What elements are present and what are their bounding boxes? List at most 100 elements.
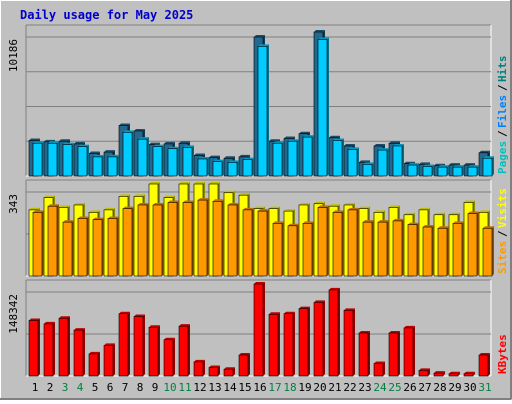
sites-bar-top: [318, 205, 329, 208]
x-tick-label: 13: [208, 381, 221, 394]
kbytes-bar: [463, 373, 474, 377]
kbytes-bar-top: [299, 306, 310, 309]
sites-bar: [62, 221, 73, 277]
sites-bar-side: [147, 202, 149, 276]
files-bar-top: [393, 143, 404, 146]
files-bar-top: [33, 141, 44, 144]
hits-bar-top: [299, 131, 310, 134]
visits-bar-top: [344, 202, 355, 205]
hits-bar-top: [29, 138, 40, 141]
sites-bar-side: [357, 207, 359, 276]
sites-bar: [227, 204, 238, 277]
files-bar-top: [423, 164, 434, 167]
legend-separator: /: [496, 84, 509, 91]
visits-bar-top: [89, 210, 100, 213]
kbytes-bar-top: [419, 368, 430, 371]
files-bar-top: [183, 145, 194, 148]
kbytes-bar-side: [458, 371, 460, 376]
visits-bar-top: [74, 202, 85, 205]
files-bar: [197, 158, 208, 177]
x-tick-label: 11: [178, 381, 191, 394]
hits-bar-top: [269, 139, 280, 142]
visits-bar-top: [164, 195, 175, 198]
x-tick-label: 4: [77, 381, 84, 394]
x-tick-label: 3: [62, 381, 69, 394]
hits-bar-top: [59, 139, 70, 142]
files-bar: [332, 140, 343, 177]
kbytes-bar-top: [329, 287, 340, 290]
x-tick-label: 17: [268, 381, 281, 394]
hits-bar-top: [134, 128, 145, 131]
kbytes-bar-side: [278, 312, 280, 376]
sites-bar: [47, 205, 58, 277]
files-bar: [32, 142, 43, 177]
kbytes-bar-top: [359, 330, 370, 333]
sites-bar-side: [492, 226, 494, 276]
files-bar: [347, 149, 358, 177]
x-tick-label: 21: [328, 381, 341, 394]
visits-bar-top: [419, 207, 430, 210]
sites-bar-side: [432, 225, 434, 276]
kbytes-bar: [388, 332, 399, 377]
kbytes-bar: [478, 354, 489, 377]
x-tick-label: 6: [107, 381, 114, 394]
kbytes-bar: [253, 283, 264, 377]
kbytes-bar-side: [53, 321, 55, 376]
files-bar-top: [108, 154, 119, 157]
kbytes-bar: [193, 361, 204, 377]
files-bar-top: [378, 148, 389, 151]
files-bar-top: [138, 137, 149, 140]
visits-sites-ymax-label: 343: [7, 194, 20, 214]
sites-bar-side: [342, 210, 344, 276]
sites-bar-top: [123, 206, 134, 209]
files-bar-top: [63, 142, 74, 145]
files-bar-side: [342, 138, 344, 176]
files-bar: [257, 46, 268, 177]
sites-bar-side: [387, 220, 389, 276]
legend-sites: Sites: [496, 241, 509, 274]
kbytes-bar-side: [353, 308, 355, 376]
hits-bar-top: [209, 155, 220, 158]
x-tick-label: 23: [358, 381, 371, 394]
visits-bar-top: [254, 206, 265, 209]
files-bar-side: [297, 139, 299, 176]
files-bar-side: [222, 159, 224, 176]
kbytes-bar: [118, 313, 129, 377]
kbytes-bar-side: [293, 311, 295, 376]
hits-bar-top: [359, 160, 370, 163]
x-tick-label: 25: [388, 381, 401, 394]
sites-bar-top: [483, 226, 494, 229]
files-bar: [227, 162, 238, 177]
sites-bar-top: [228, 202, 239, 205]
sites-bar-side: [402, 218, 404, 276]
files-bar: [317, 39, 328, 177]
sites-bar-top: [138, 202, 149, 205]
kbytes-bar: [343, 310, 354, 377]
sites-bar-top: [408, 222, 419, 225]
sites-bar: [122, 208, 133, 277]
sites-bar-side: [72, 220, 74, 276]
kbytes-bar: [103, 345, 114, 377]
hits-bar-top: [389, 141, 400, 144]
sites-bar: [317, 207, 328, 277]
kbytes-bar: [358, 332, 369, 377]
kbytes-bar-side: [113, 343, 115, 376]
visits-bar-top: [314, 201, 325, 204]
kbytes-bar: [208, 367, 219, 377]
x-tick-label: 8: [137, 381, 144, 394]
hits-bar-top: [449, 163, 460, 166]
visits-bar-top: [194, 182, 205, 184]
x-tick-label: 20: [313, 381, 326, 394]
files-bar-side: [387, 148, 389, 176]
hits-bar-top: [329, 135, 340, 138]
sites-bar-top: [453, 221, 464, 224]
files-bar: [212, 161, 223, 177]
x-tick-label: 18: [283, 381, 296, 394]
kbytes-bar: [58, 317, 69, 377]
chart-title: Daily usage for May 2025: [20, 8, 193, 22]
files-bar: [62, 144, 73, 177]
kbytes-bar-top: [344, 308, 355, 311]
sites-bar: [407, 224, 418, 277]
sites-bar-side: [462, 221, 464, 276]
